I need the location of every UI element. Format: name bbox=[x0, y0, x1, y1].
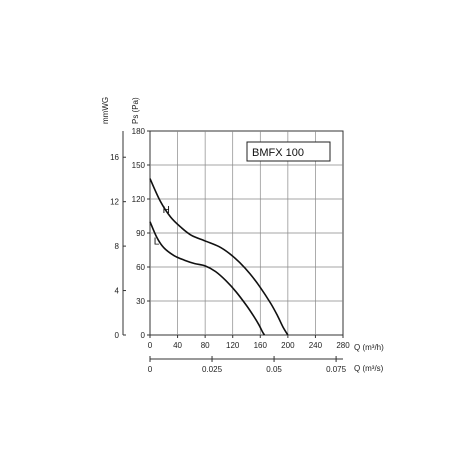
grid-layer bbox=[149, 130, 344, 336]
x-tick-label: 40 bbox=[173, 341, 182, 350]
y2-tick-label: 8 bbox=[115, 242, 120, 251]
y2-tick-label: 16 bbox=[110, 153, 119, 162]
y-tick-label: 30 bbox=[136, 297, 145, 306]
y2-tick-label: 0 bbox=[115, 331, 120, 340]
x2-tick-label: 0 bbox=[148, 365, 153, 374]
x-axis-label: Q (m³/h) bbox=[354, 343, 384, 352]
labels-layer: BMFX 100 Ps (Pa) mmWG Q (m³/h) Q (m³/s) bbox=[101, 97, 384, 373]
y-tick-label: 180 bbox=[132, 127, 146, 136]
x-tick-label: 160 bbox=[254, 341, 268, 350]
curve-label-L: L bbox=[154, 237, 160, 248]
y-tick-label: 60 bbox=[136, 263, 145, 272]
x2-tick-label: 0.075 bbox=[326, 365, 347, 374]
curve-label-H: H bbox=[163, 205, 170, 216]
y-tick-label: 90 bbox=[136, 229, 145, 238]
y-tick-label: 0 bbox=[141, 331, 146, 340]
curve-H bbox=[149, 178, 289, 336]
x-tick-label: 80 bbox=[201, 341, 210, 350]
x2-tick-label: 0.025 bbox=[202, 365, 223, 374]
y2-tick-label: 4 bbox=[115, 287, 120, 296]
x2-tick-label: 0.05 bbox=[266, 365, 282, 374]
curve-L bbox=[149, 221, 266, 336]
x-tick-label: 280 bbox=[336, 341, 350, 350]
y-tick-label: 120 bbox=[132, 195, 146, 204]
x-tick-label: 120 bbox=[226, 341, 240, 350]
x-tick-label: 240 bbox=[309, 341, 323, 350]
axes-layer: 0 40 80 120 160 200 240 28003060901201501800481… bbox=[110, 127, 350, 374]
model-label-box bbox=[246, 141, 331, 162]
chart-title: BMFX 100 bbox=[252, 147, 304, 159]
x-tick-label: 200 bbox=[281, 341, 295, 350]
x2-axis-label: Q (m³/s) bbox=[354, 364, 384, 373]
y-axis-label: Ps (Pa) bbox=[131, 97, 140, 124]
y2-axis-label: mmWG bbox=[101, 97, 110, 124]
x-tick-label: 0 bbox=[148, 341, 153, 350]
series-layer: HL bbox=[149, 178, 289, 336]
y2-tick-label: 12 bbox=[110, 198, 119, 207]
y-tick-label: 150 bbox=[132, 161, 146, 170]
